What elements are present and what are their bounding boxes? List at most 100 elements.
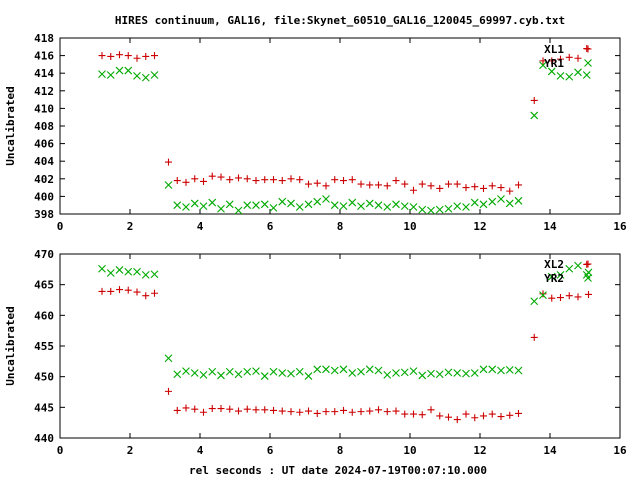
data-point-yr1 [547,67,556,76]
x-tick-label: 16 [613,444,627,457]
data-point-yr2 [322,365,330,374]
data-point-xl2 [340,406,347,414]
data-point-yr1 [115,66,124,75]
x-tick-label: 8 [337,444,344,457]
y-tick-label: 402 [34,173,54,186]
x-tick-label: 2 [127,220,134,233]
data-point-yr2 [339,365,348,374]
y-axis-label-top: Uncalibrated [4,86,17,165]
data-point-xl1 [243,175,251,183]
x-tick-label: 14 [543,220,557,233]
data-point-yr1 [488,197,497,206]
data-point-yr1 [435,205,444,214]
data-point-xl2 [235,407,242,415]
data-point-yr2 [462,369,470,378]
data-point-yr2 [304,372,313,380]
x-tick-label: 2 [127,444,134,457]
data-point-xl1 [133,54,141,62]
data-point-yr1 [133,71,141,80]
data-point-yr1 [124,66,133,75]
y-tick-label: 406 [34,138,54,151]
y-tick-label: 470 [34,248,54,261]
data-point-xl1 [182,178,190,186]
data-point-yr1 [217,204,225,213]
data-point-yr2 [547,272,556,281]
data-point-xl2 [287,408,295,416]
y-tick-label: 404 [34,155,54,168]
data-point-yr2 [208,367,217,376]
data-point-xl1 [165,158,172,166]
data-point-yr1 [514,196,523,205]
data-point-xl1 [565,53,573,61]
data-point-yr1 [234,206,243,215]
data-point-yr2 [565,264,574,273]
data-point-xl2 [243,405,251,413]
legend-label-xl2: XL2 [544,258,564,271]
data-point-yr2 [269,367,278,376]
y-tick-label: 416 [34,50,54,63]
data-point-xl2 [436,412,444,420]
data-point-xl2 [313,409,321,417]
x-tick-label: 14 [543,444,557,457]
data-point-yr1 [556,71,565,80]
data-point-xl2 [471,414,479,422]
x-tick-label: 10 [403,220,416,233]
y-tick-label: 445 [34,401,54,414]
data-point-xl1 [305,180,312,188]
data-point-xl1 [357,180,365,188]
data-point-xl1 [418,180,426,188]
data-point-yr2 [190,369,199,377]
data-point-xl2 [331,408,339,416]
data-point-xl1 [436,184,444,192]
data-point-xl2 [208,405,216,413]
data-point-xl1 [348,176,356,184]
x-tick-label: 12 [473,220,486,233]
data-point-xl1 [124,52,132,60]
data-point-yr2 [530,297,539,306]
data-point-xl1 [116,51,123,59]
data-point-xl2 [252,406,260,414]
data-point-yr1 [208,198,217,207]
data-point-yr2 [115,266,124,274]
data-marks-bottom [98,260,593,424]
data-point-xl1 [252,177,260,185]
data-point-xl2 [488,410,496,418]
data-point-xl2 [497,413,505,421]
data-point-yr2 [505,366,514,374]
data-point-yr1 [106,71,115,79]
chart-panel-bottom: Uncalibrated 0 2 4 6 8 10 12 14 16 440 445 450 455 46… [4,248,627,457]
data-point-yr1 [98,70,106,78]
data-point-yr2 [539,291,547,299]
y-tick-label: 408 [34,120,54,133]
data-point-yr1 [260,200,269,209]
data-point-xl1 [98,52,106,60]
data-point-xl2 [226,405,234,413]
data-point-xl1 [445,180,452,188]
figure-xlabel: rel seconds : UT date 2024-07-19T00:07:1… [189,464,487,477]
data-point-xl2 [418,411,426,419]
data-point-yr2 [106,269,115,277]
data-point-yr1 [269,203,278,212]
data-point-yr2 [435,370,444,379]
data-point-xl1 [548,57,556,65]
data-point-yr1 [252,201,260,210]
x-tick-label: 4 [197,444,204,457]
data-point-xl2 [151,289,158,297]
data-point-yr2 [225,367,234,376]
data-point-xl2 [375,406,382,414]
data-point-yr1 [287,199,295,208]
legend-marker-xl1 [584,45,592,53]
data-point-yr2 [141,270,150,279]
data-point-xl2 [427,406,435,414]
legend-label-yr2: YR2 [544,272,564,285]
data-point-xl1 [480,184,487,192]
y-tick-label: 414 [34,67,54,80]
data-point-yr1 [173,201,182,210]
data-point-yr2 [217,371,225,380]
data-point-xl2 [173,406,181,414]
x-tick-label: 6 [267,444,274,457]
data-point-xl1 [191,175,199,183]
data-point-xl1 [313,179,321,187]
data-point-xl2 [392,407,400,415]
data-point-yr2 [514,366,523,375]
